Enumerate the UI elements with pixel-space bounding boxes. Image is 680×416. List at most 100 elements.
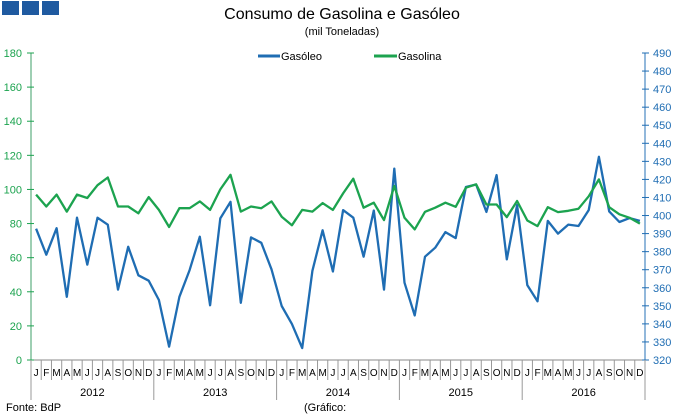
right-tick-label: 320 <box>653 355 671 367</box>
month-label: S <box>237 368 244 379</box>
graphic-note: (Gráfico: <box>304 402 346 414</box>
left-tick-label: 60 <box>10 253 22 265</box>
month-label: S <box>360 368 367 379</box>
right-tick-label: 390 <box>653 229 671 241</box>
right-tick-label: 480 <box>653 66 671 78</box>
right-tick-label: 470 <box>653 84 671 96</box>
month-label: S <box>606 368 613 379</box>
left-tick-label: 100 <box>4 184 22 196</box>
month-label: M <box>73 368 81 379</box>
month-label: O <box>124 368 132 379</box>
month-label: J <box>525 368 530 379</box>
right-tick-label: 330 <box>653 337 671 349</box>
month-label: J <box>95 368 100 379</box>
month-label: J <box>34 368 39 379</box>
right-tick-label: 440 <box>653 138 671 150</box>
month-label: D <box>636 368 643 379</box>
source-note: Fonte: BdP <box>6 402 61 414</box>
right-tick-label: 400 <box>653 211 671 223</box>
year-label: 2012 <box>80 387 104 399</box>
month-label: J <box>576 368 581 379</box>
month-label: A <box>473 368 480 379</box>
right-tick-label: 370 <box>653 265 671 277</box>
month-label: F <box>534 368 540 379</box>
month-label: J <box>85 368 90 379</box>
right-tick-label: 430 <box>653 156 671 168</box>
right-tick-label: 410 <box>653 192 671 204</box>
year-label: 2015 <box>449 387 473 399</box>
month-label: A <box>104 368 111 379</box>
month-label: M <box>318 368 326 379</box>
month-label: M <box>52 368 60 379</box>
month-label: N <box>503 368 510 379</box>
month-label: N <box>380 368 387 379</box>
month-label: A <box>432 368 439 379</box>
month-label: O <box>493 368 501 379</box>
left-tick-label: 160 <box>4 82 22 94</box>
series <box>35 155 641 350</box>
right-tick-label: 350 <box>653 301 671 313</box>
month-label: D <box>268 368 275 379</box>
month-label: N <box>258 368 265 379</box>
month-label: A <box>63 368 70 379</box>
year-label: 2013 <box>203 387 227 399</box>
month-label: J <box>330 368 335 379</box>
left-tick-label: 140 <box>4 116 22 128</box>
month-label: M <box>298 368 306 379</box>
year-label: 2016 <box>571 387 595 399</box>
left-tick-label: 0 <box>16 355 22 367</box>
month-label: M <box>564 368 572 379</box>
month-label: M <box>196 368 204 379</box>
month-label: J <box>463 368 468 379</box>
square-icon <box>42 1 59 15</box>
month-label: O <box>616 368 624 379</box>
left-tick-label: 80 <box>10 219 22 231</box>
month-label: A <box>309 368 316 379</box>
month-label: A <box>555 368 562 379</box>
series-line-gasolina <box>35 173 641 231</box>
right-tick-label: 380 <box>653 247 671 259</box>
month-label: F <box>166 368 172 379</box>
axes: 0 20 40 60 80 100 120 140 160 180 320 330 340 350 360 3… <box>4 48 671 400</box>
month-label: O <box>247 368 255 379</box>
month-label: A <box>350 368 357 379</box>
month-label: N <box>626 368 633 379</box>
month-label: J <box>218 368 223 379</box>
month-label: N <box>135 368 142 379</box>
month-label: A <box>186 368 193 379</box>
month-label: A <box>227 368 234 379</box>
month-label: J <box>156 368 161 379</box>
year-label: 2014 <box>326 387 350 399</box>
month-label: M <box>175 368 183 379</box>
chart-subtitle: (mil Toneladas) <box>305 26 379 38</box>
month-label: F <box>412 368 418 379</box>
month-label: J <box>586 368 591 379</box>
legend: Gasóleo Gasolina <box>258 51 442 63</box>
left-tick-label: 180 <box>4 48 22 60</box>
month-label: A <box>596 368 603 379</box>
right-tick-label: 420 <box>653 174 671 186</box>
month-label: D <box>513 368 520 379</box>
right-tick-label: 490 <box>653 48 671 60</box>
right-tick-label: 450 <box>653 120 671 132</box>
month-label: S <box>115 368 122 379</box>
month-label: J <box>402 368 407 379</box>
legend-label-gasolina: Gasolina <box>398 51 442 63</box>
month-label: D <box>145 368 152 379</box>
month-label: J <box>341 368 346 379</box>
chart-title: Consumo de Gasolina e Gasóleo <box>224 6 460 23</box>
month-label: F <box>43 368 49 379</box>
right-tick-label: 340 <box>653 319 671 331</box>
square-icon <box>22 1 39 15</box>
month-label: M <box>544 368 552 379</box>
left-tick-label: 40 <box>10 287 22 299</box>
month-label: M <box>421 368 429 379</box>
month-label: J <box>453 368 458 379</box>
month-label: J <box>208 368 213 379</box>
legend-label-gasoleo: Gasóleo <box>281 51 322 63</box>
month-label: D <box>391 368 398 379</box>
header-icons <box>2 1 59 15</box>
left-tick-label: 120 <box>4 150 22 162</box>
square-icon <box>2 1 19 15</box>
